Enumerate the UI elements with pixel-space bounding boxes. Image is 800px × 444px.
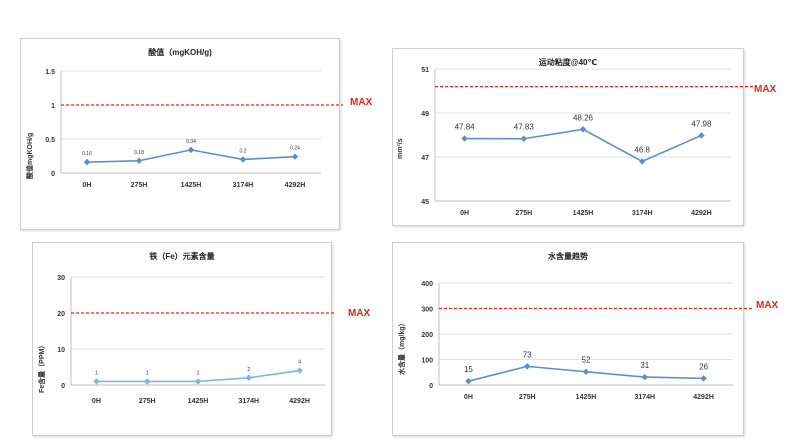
y-tick-label: 0.5 [45, 137, 55, 144]
series-line [464, 128, 702, 163]
y-tick-label: 30 [57, 275, 65, 282]
y-tick-label: 49 [421, 111, 429, 118]
y-tick-label: 0 [429, 383, 433, 390]
chart-title: 酸值（mgKOH/g) [148, 48, 212, 57]
x-tick-label: 1425H [181, 182, 202, 189]
y-tick-label: 0 [51, 171, 55, 178]
acid-value-chart-panel: 酸值（mgKOH/g) 酸值mgKOH/g 0 0.5 1 1.5 0H 275H 1425… [20, 38, 343, 230]
max-label-iron: MAX [348, 308, 371, 319]
data-label: 2 [247, 367, 250, 373]
data-point [698, 132, 705, 139]
x-tick-label: 4292H [693, 394, 714, 401]
data-point [291, 153, 299, 160]
x-tick-label: 0H [464, 394, 473, 401]
x-tick-label: 3174H [632, 210, 653, 217]
y-tick-label: 1.5 [45, 69, 55, 76]
y-tick-label: 51 [421, 67, 429, 74]
data-label: 73 [523, 350, 532, 359]
y-tick-label: 10 [57, 347, 65, 354]
data-point [520, 135, 527, 142]
data-point [461, 135, 468, 142]
water-content-chart-panel: 水含量趋势 水含量（mg/kg） 0 100 200 300 400 0H 275H 1425… [392, 242, 753, 436]
y-tick-label: 20 [57, 311, 65, 318]
data-point [194, 378, 202, 385]
data-point [245, 374, 252, 381]
y-tick-label: 1 [51, 103, 55, 110]
data-point [700, 375, 707, 382]
chart-title: 水含量趋势 [548, 252, 588, 261]
data-label: 0.16 [82, 151, 92, 157]
data-point [582, 368, 590, 375]
iron-content-chart-panel: 铁（Fe）元素含量 Fe含量（PPM） 0 10 20 30 0H 275H 1425H 31… [32, 242, 335, 436]
max-label-viscosity: MAX [754, 84, 777, 95]
data-point [465, 377, 472, 385]
x-tick-label: 3174H [238, 398, 259, 405]
data-label: 48.26 [573, 113, 594, 122]
chart-title: 运动粘度@40℃ [538, 58, 598, 67]
x-tick-label: 3174H [634, 394, 655, 401]
x-tick-label: 3174H [233, 182, 254, 189]
max-label-water: MAX [756, 300, 779, 311]
x-tick-label: 4292H [285, 182, 306, 189]
chart-title: 铁（Fe）元素含量 [149, 252, 215, 261]
y-tick-label: 200 [421, 332, 433, 339]
y-tick-label: 400 [421, 281, 433, 288]
data-point [639, 158, 646, 165]
x-tick-label: 1425H [573, 210, 594, 217]
data-label: 31 [640, 361, 649, 370]
y-tick-label: 0 [61, 383, 65, 390]
data-label: 26 [699, 362, 708, 371]
y-tick-label: 47 [421, 155, 429, 162]
x-tick-label: 275H [519, 394, 536, 401]
data-label: 0.34 [186, 139, 196, 145]
data-point [239, 156, 247, 163]
data-label: 0.24 [290, 146, 300, 152]
data-point [641, 373, 648, 381]
x-tick-label: 1425H [576, 394, 597, 401]
x-tick-label: 1425H [188, 398, 209, 405]
max-label-acid: MAX [350, 97, 373, 108]
x-tick-label: 275H [139, 398, 156, 405]
data-point [296, 367, 303, 374]
data-point [187, 146, 195, 154]
data-point [144, 378, 151, 385]
data-label: 46.8 [634, 145, 650, 154]
data-label: 0.2 [240, 148, 247, 154]
x-tick-label: 4292H [691, 210, 712, 217]
data-point [83, 158, 91, 166]
data-label: 47.84 [455, 123, 476, 132]
data-point [93, 378, 100, 385]
data-label: 1 [197, 370, 200, 376]
x-tick-label: 0H [83, 182, 92, 189]
x-tick-label: 275H [131, 182, 148, 189]
data-label: 0.18 [134, 150, 144, 156]
iron-content-plot: 0 10 20 30 0H 275H 1425H 3174H 4292H 1 1 1 2 4 [57, 275, 335, 405]
data-label: 1 [95, 370, 98, 376]
data-label: 52 [582, 356, 591, 365]
viscosity-chart-panel: 运动粘度@40℃ mm²/s 45 47 49 51 0H 275H 1425H 3174H 4… [392, 48, 753, 226]
data-label: 47.83 [514, 123, 535, 132]
x-tick-label: 4292H [289, 398, 310, 405]
data-label: 4 [298, 360, 301, 366]
acid-value-plot: 0 0.5 1 1.5 0H 275H 1425H 3174H 4292H 0.16 0.18 0.3… [45, 69, 343, 189]
data-label: 1 [146, 370, 149, 376]
y-tick-label: 45 [421, 199, 429, 206]
data-point [579, 126, 587, 133]
viscosity-plot: 45 47 49 51 0H 275H 1425H 3174H 4292H 47.84 47.83 4… [421, 67, 753, 217]
water-content-plot: 0 100 200 300 400 0H 275H 1425H 3174H 4292H 15 73 52… [421, 281, 753, 401]
x-tick-label: 275H [515, 210, 532, 217]
x-tick-label: 0H [92, 398, 101, 405]
data-label: 15 [464, 365, 473, 374]
x-tick-label: 0H [460, 210, 469, 217]
data-point [135, 157, 143, 164]
y-tick-label: 300 [421, 307, 433, 314]
y-tick-label: 100 [421, 358, 433, 365]
data-point [524, 363, 531, 370]
data-label: 47.98 [691, 119, 712, 128]
